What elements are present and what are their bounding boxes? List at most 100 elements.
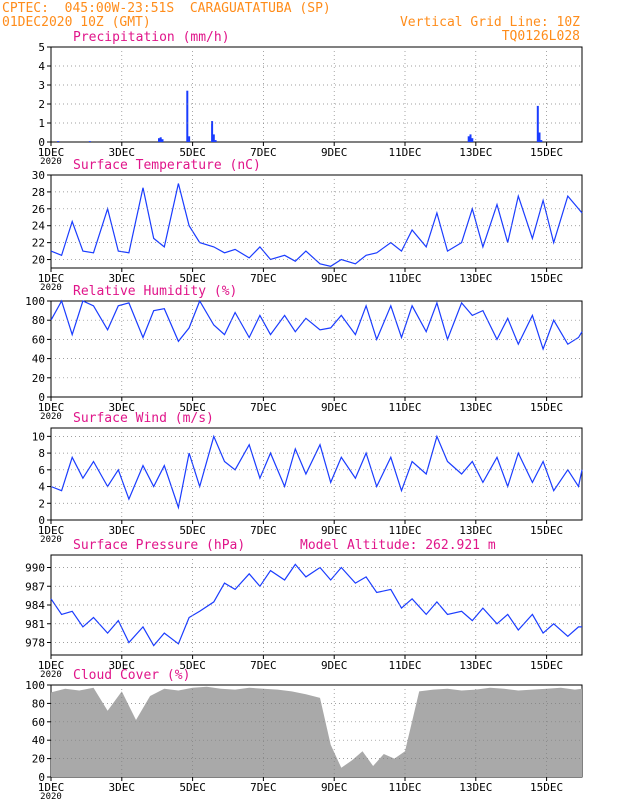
x-tick-label: 15DEC bbox=[530, 146, 563, 159]
x-tick-label: 3DEC bbox=[109, 146, 136, 159]
y-tick-label: 0 bbox=[38, 514, 45, 527]
x-tick-label: 9DEC bbox=[321, 659, 348, 672]
year-label: 2020 bbox=[40, 157, 62, 167]
x-tick-label: 13DEC bbox=[459, 524, 492, 537]
x-tick-label: 15DEC bbox=[530, 524, 563, 537]
y-tick-label: 40 bbox=[32, 734, 45, 747]
chart-panel-2: 20 22 24 26 28 30 1DEC 3DEC 5DEC 7DEC 9DEC 11DEC 13D… bbox=[32, 158, 583, 293]
panel-title: Surface Pressure (hPa) bbox=[73, 538, 245, 553]
x-tick-label: 7DEC bbox=[250, 146, 277, 159]
x-tick-label: 13DEC bbox=[459, 146, 492, 159]
panel-title: Precipitation (mm/h) bbox=[73, 30, 230, 45]
y-tick-label: 60 bbox=[32, 716, 45, 729]
y-tick-label: 28 bbox=[32, 186, 45, 199]
series-line bbox=[50, 183, 583, 267]
x-tick-label: 9DEC bbox=[321, 524, 348, 537]
precip-bar bbox=[471, 138, 474, 142]
x-tick-label: 3DEC bbox=[109, 272, 136, 285]
y-tick-label: 10 bbox=[32, 430, 45, 443]
year-label: 2020 bbox=[40, 670, 62, 680]
precip-bar bbox=[214, 140, 217, 142]
chart-panel-1: 0 1 2 3 4 5 1DEC 3DEC 5DEC 7DEC 9DEC 11DEC 13DEC 15DE… bbox=[38, 30, 583, 167]
y-tick-label: 24 bbox=[32, 220, 46, 233]
y-tick-label: 987 bbox=[25, 580, 45, 593]
panel-title: Relative Humidity (%) bbox=[73, 284, 237, 299]
x-tick-label: 5DEC bbox=[179, 781, 206, 794]
station-info: CPTEC: 045:00W-23:51S CARAGUATATUBA (SP) bbox=[2, 1, 331, 16]
y-tick-label: 30 bbox=[32, 169, 45, 182]
cloud-cover-area bbox=[51, 686, 582, 777]
x-tick-label: 1DEC bbox=[38, 401, 65, 414]
precip-bar bbox=[212, 134, 215, 142]
plot-frame bbox=[50, 174, 583, 269]
x-tick-label: 13DEC bbox=[459, 781, 492, 794]
y-tick-label: 22 bbox=[32, 237, 45, 250]
x-tick-label: 3DEC bbox=[109, 401, 136, 414]
x-tick-label: 3DEC bbox=[109, 659, 136, 672]
plot-frame bbox=[50, 427, 583, 521]
y-tick-label: 5 bbox=[38, 41, 45, 54]
y-tick-label: 1 bbox=[38, 117, 45, 130]
y-tick-label: 0 bbox=[38, 136, 45, 149]
x-tick-label: 5DEC bbox=[179, 659, 206, 672]
run-datetime: 01DEC2020 10Z (GMT) bbox=[2, 15, 151, 30]
precip-bar bbox=[186, 90, 189, 142]
y-tick-label: 100 bbox=[25, 295, 45, 308]
precip-bar bbox=[159, 137, 162, 143]
model-code: TQ0126L028 bbox=[501, 29, 580, 44]
x-tick-label: 13DEC bbox=[459, 401, 492, 414]
panel-title: Cloud Cover (%) bbox=[73, 668, 190, 683]
chart-panel-3: 0 20 40 60 80 100 1DEC 3DEC 5DEC 7DEC 9DEC 11DEC 13D… bbox=[25, 284, 583, 422]
x-tick-label: 9DEC bbox=[321, 272, 348, 285]
x-tick-label: 5DEC bbox=[179, 401, 206, 414]
y-tick-label: 8 bbox=[38, 447, 45, 460]
x-tick-label: 7DEC bbox=[250, 659, 277, 672]
chart-panel-5: 978 981 984 987 990 1DEC 3DEC 5DEC 7DEC 9DEC 11DEC… bbox=[25, 538, 583, 680]
chart-panel-4: 0 2 4 6 8 10 1DEC 3DEC 5DEC 7DEC 9DEC 11DEC 13DEC 15D… bbox=[32, 411, 583, 545]
precip-bar bbox=[57, 141, 60, 142]
plot-frame bbox=[50, 46, 583, 143]
x-tick-label: 3DEC bbox=[109, 524, 136, 537]
y-tick-label: 26 bbox=[32, 203, 45, 216]
x-tick-label: 7DEC bbox=[250, 781, 277, 794]
x-tick-label: 15DEC bbox=[530, 401, 563, 414]
x-tick-label: 9DEC bbox=[321, 781, 348, 794]
plot-frame bbox=[50, 300, 583, 398]
chart-panel-6: 0 20 40 60 80 100 1DEC 3DEC 5DEC 7DEC 9DEC 11DEC 13D… bbox=[25, 668, 583, 800]
x-tick-label: 11DEC bbox=[388, 146, 421, 159]
y-tick-label: 2 bbox=[38, 497, 45, 510]
y-tick-label: 3 bbox=[38, 79, 45, 92]
x-tick-label: 15DEC bbox=[530, 659, 563, 672]
x-tick-label: 7DEC bbox=[250, 272, 277, 285]
y-tick-label: 20 bbox=[32, 753, 45, 766]
precip-bar bbox=[467, 136, 470, 142]
y-tick-label: 40 bbox=[32, 353, 45, 366]
y-tick-label: 6 bbox=[38, 464, 45, 477]
x-tick-label: 1DEC bbox=[38, 272, 65, 285]
x-tick-label: 9DEC bbox=[321, 146, 348, 159]
precip-bar bbox=[538, 132, 541, 142]
x-tick-label: 1DEC bbox=[38, 524, 65, 537]
grid-line-note: Vertical Grid Line: 10Z bbox=[399, 15, 580, 30]
precip-bar bbox=[188, 136, 191, 142]
series-line bbox=[50, 299, 583, 351]
y-tick-label: 0 bbox=[38, 391, 45, 404]
panel-title: Surface Temperature (nC) bbox=[73, 158, 261, 173]
x-tick-label: 11DEC bbox=[388, 659, 421, 672]
precip-bar bbox=[88, 141, 91, 142]
y-tick-label: 20 bbox=[32, 254, 45, 267]
year-label: 2020 bbox=[40, 283, 62, 293]
y-tick-label: 4 bbox=[38, 481, 45, 494]
year-label: 2020 bbox=[40, 535, 62, 545]
x-tick-label: 3DEC bbox=[109, 781, 136, 794]
y-tick-label: 981 bbox=[25, 618, 45, 631]
x-tick-label: 7DEC bbox=[250, 401, 277, 414]
y-tick-label: 100 bbox=[25, 679, 45, 692]
x-tick-label: 11DEC bbox=[388, 272, 421, 285]
x-tick-label: 9DEC bbox=[321, 401, 348, 414]
x-tick-label: 15DEC bbox=[530, 272, 563, 285]
year-label: 2020 bbox=[40, 412, 62, 422]
x-tick-label: 1DEC bbox=[38, 659, 65, 672]
precip-bar bbox=[540, 140, 543, 142]
